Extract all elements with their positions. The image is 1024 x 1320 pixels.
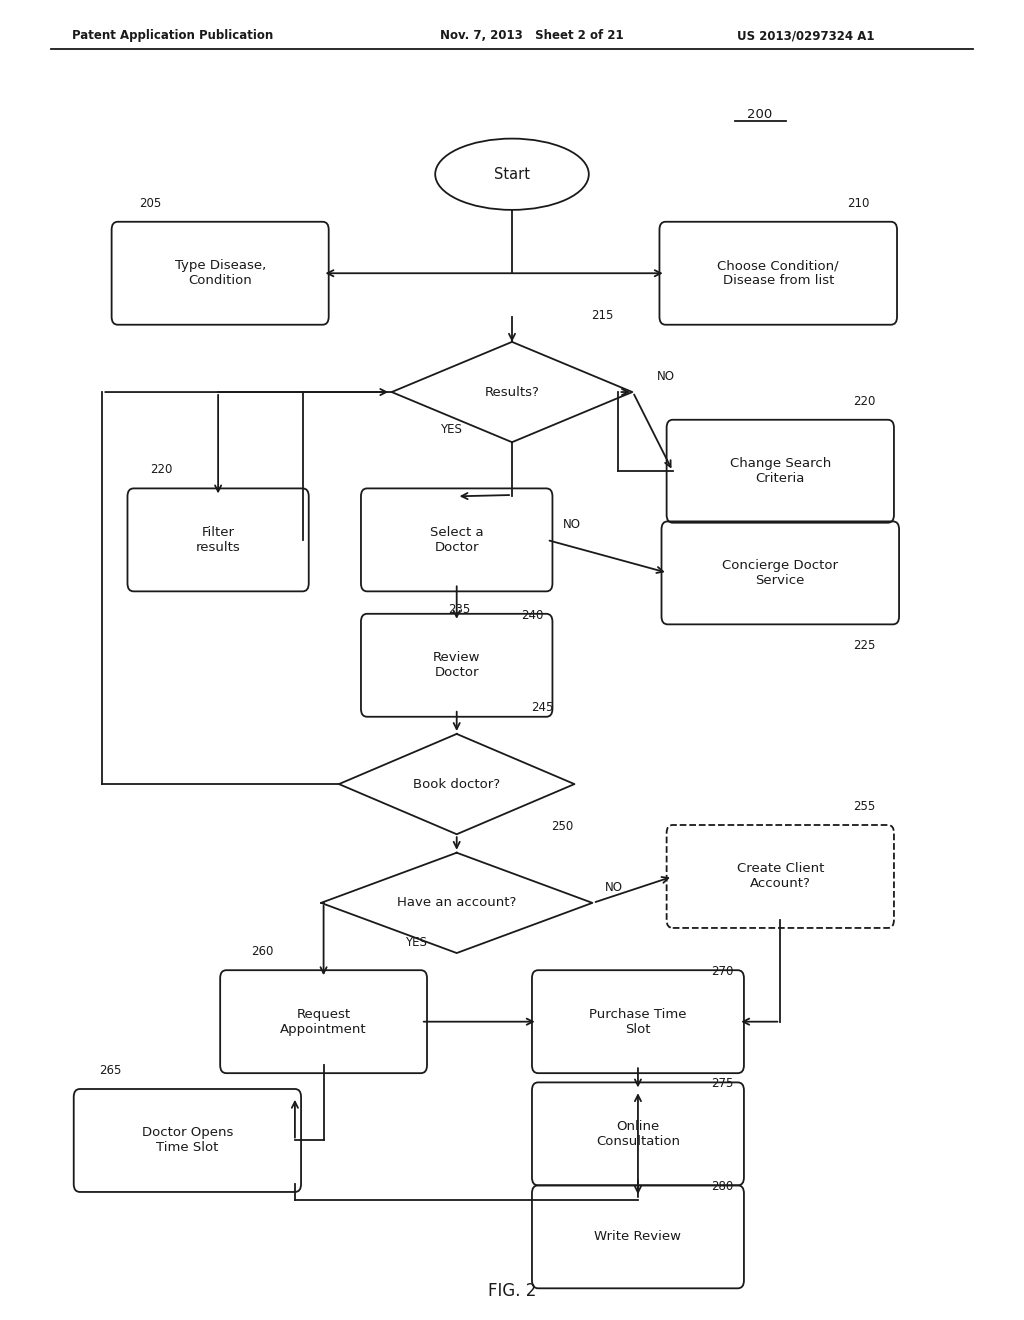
Text: Select a
Doctor: Select a Doctor — [430, 525, 483, 554]
Text: Choose Condition/
Disease from list: Choose Condition/ Disease from list — [718, 259, 839, 288]
Text: 220: 220 — [151, 463, 173, 477]
Text: 220: 220 — [853, 395, 876, 408]
Text: YES: YES — [439, 422, 462, 436]
Text: NO: NO — [656, 370, 675, 383]
Text: YES: YES — [404, 936, 427, 949]
Text: Change Search
Criteria: Change Search Criteria — [730, 457, 830, 486]
Text: Book doctor?: Book doctor? — [413, 777, 501, 791]
Text: 240: 240 — [521, 609, 544, 622]
Text: 225: 225 — [853, 639, 876, 652]
Text: FIG. 2: FIG. 2 — [487, 1282, 537, 1300]
Text: 260: 260 — [251, 945, 273, 958]
Text: US 2013/0297324 A1: US 2013/0297324 A1 — [737, 29, 874, 42]
Text: 205: 205 — [139, 197, 162, 210]
Text: Review
Doctor: Review Doctor — [433, 651, 480, 680]
Text: 200: 200 — [748, 108, 772, 121]
Text: 235: 235 — [447, 603, 470, 616]
Text: Create Client
Account?: Create Client Account? — [736, 862, 824, 891]
Text: Results?: Results? — [484, 385, 540, 399]
Text: Doctor Opens
Time Slot: Doctor Opens Time Slot — [141, 1126, 233, 1155]
Text: 255: 255 — [853, 800, 876, 813]
Text: 245: 245 — [531, 701, 554, 714]
Text: Have an account?: Have an account? — [397, 896, 516, 909]
Text: 250: 250 — [551, 820, 573, 833]
Text: NO: NO — [562, 517, 581, 531]
Text: Patent Application Publication: Patent Application Publication — [72, 29, 273, 42]
Text: NO: NO — [604, 880, 623, 894]
Text: Type Disease,
Condition: Type Disease, Condition — [174, 259, 266, 288]
Text: 210: 210 — [847, 197, 869, 210]
Text: 215: 215 — [591, 309, 613, 322]
Text: Online
Consultation: Online Consultation — [596, 1119, 680, 1148]
Text: Request
Appointment: Request Appointment — [281, 1007, 367, 1036]
Text: 270: 270 — [711, 965, 733, 978]
Text: Filter
results: Filter results — [196, 525, 241, 554]
Text: 275: 275 — [711, 1077, 733, 1090]
Text: Write Review: Write Review — [595, 1230, 681, 1243]
Text: Nov. 7, 2013   Sheet 2 of 21: Nov. 7, 2013 Sheet 2 of 21 — [440, 29, 624, 42]
Text: 280: 280 — [711, 1180, 733, 1193]
Text: Concierge Doctor
Service: Concierge Doctor Service — [722, 558, 839, 587]
Text: Start: Start — [494, 166, 530, 182]
Text: 265: 265 — [99, 1064, 122, 1077]
Text: Purchase Time
Slot: Purchase Time Slot — [589, 1007, 687, 1036]
